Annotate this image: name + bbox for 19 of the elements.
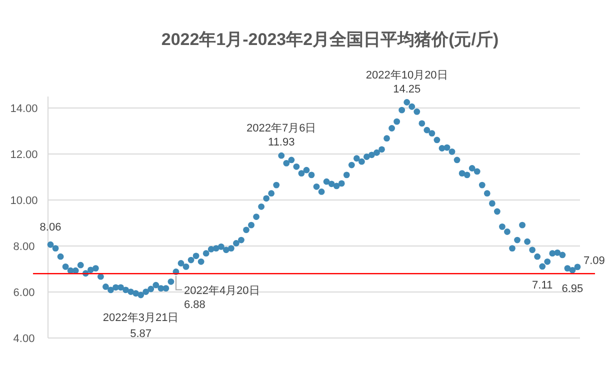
data-label: 14.25 <box>393 83 421 96</box>
data-label: 6.95 <box>562 283 584 296</box>
annotation: 2022年3月21日 <box>102 312 179 324</box>
data-label: 7.11 <box>532 279 553 292</box>
annotation: 2022年7月6日 <box>246 122 316 135</box>
annotation: 2022年10月20日 <box>366 69 448 82</box>
chart-title: 2022年1月-2023年2月全国日平均猪价(元/斤) <box>161 30 499 49</box>
annotation: 2022年4月20日 <box>184 284 260 297</box>
y-tick-label: 4.00 <box>13 333 35 345</box>
data-label: 5.87 <box>130 328 152 340</box>
data-label: 7.09 <box>583 254 605 267</box>
data-label: 8.06 <box>40 222 62 234</box>
data-label: 6.88 <box>184 298 206 311</box>
y-tick-label: 6.00 <box>13 287 35 299</box>
y-tick-label: 14.00 <box>10 103 38 115</box>
y-tick-label: 12.00 <box>10 149 38 161</box>
y-tick-label: 8.00 <box>13 241 35 253</box>
y-tick-label: 10.00 <box>10 195 38 207</box>
data-label: 11.93 <box>268 136 295 149</box>
